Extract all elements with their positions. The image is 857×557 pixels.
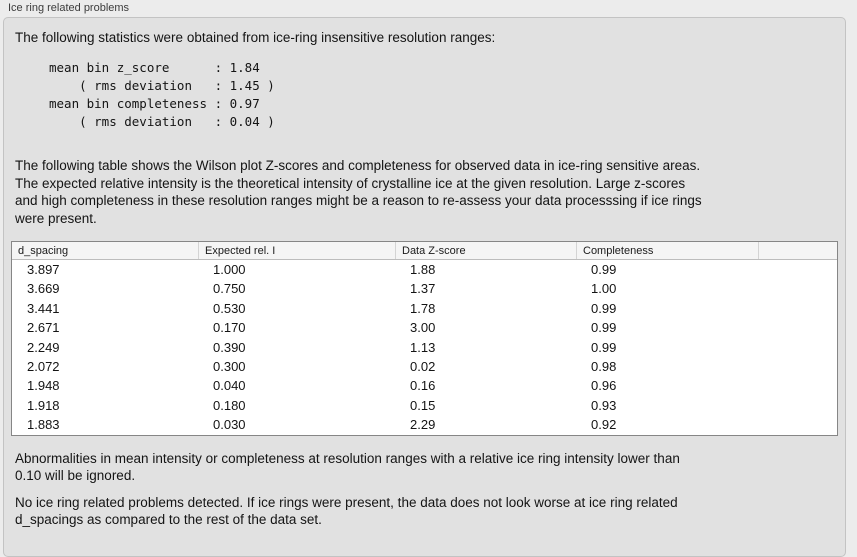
cell-completeness: 0.99: [591, 320, 617, 336]
ice-ring-table: d_spacing Expected rel. I Data Z-score C…: [11, 241, 838, 436]
cell-d-spacing: 3.669: [27, 281, 60, 297]
table-header-row: d_spacing Expected rel. I Data Z-score C…: [12, 242, 837, 260]
cell-completeness: 0.99: [591, 262, 617, 277]
cell-data-z-score: 0.02: [410, 358, 436, 374]
stat-zscore-rms-deviation: ( rms deviation : 1.45 ): [49, 78, 275, 93]
table-row[interactable]: 3.669 0.750 1.37 1.00: [12, 279, 837, 298]
cell-completeness: 0.99: [591, 300, 617, 316]
column-header-completeness[interactable]: Completeness: [576, 242, 758, 259]
cell-expected-rel-i: 1.000: [213, 262, 246, 277]
cell-completeness: 0.98: [591, 358, 617, 374]
cell-d-spacing: 1.948: [27, 378, 60, 394]
table-description-text: The following table shows the Wilson plo…: [15, 158, 702, 226]
table-row[interactable]: 1.918 0.180 0.15 0.93: [12, 396, 837, 415]
cell-expected-rel-i: 0.040: [213, 378, 246, 394]
cell-data-z-score: 1.88: [410, 262, 436, 277]
cell-data-z-score: 2.29: [410, 417, 436, 433]
cell-d-spacing: 3.897: [27, 262, 60, 277]
stat-mean-bin-z-score: mean bin z_score : 1.84: [49, 60, 260, 75]
stats-block: mean bin z_score : 1.84 ( rms deviation …: [49, 59, 845, 131]
table-row[interactable]: 3.441 0.530 1.78 0.99: [12, 299, 837, 318]
cell-empty: [758, 299, 837, 318]
column-header-d-spacing[interactable]: d_spacing: [18, 245, 69, 257]
cell-expected-rel-i: 0.030: [213, 417, 246, 433]
cell-completeness: 1.00: [591, 281, 617, 297]
ice-ring-group-box: The following statistics were obtained f…: [3, 17, 846, 557]
cell-empty: [758, 396, 837, 415]
cell-empty: [758, 357, 837, 376]
cell-empty: [758, 338, 837, 357]
cell-expected-rel-i: 0.180: [213, 397, 246, 413]
cell-completeness: 0.92: [591, 417, 617, 433]
cell-expected-rel-i: 0.300: [213, 358, 246, 374]
cell-data-z-score: 3.00: [410, 320, 436, 336]
cell-data-z-score: 1.13: [410, 339, 436, 355]
cell-expected-rel-i: 0.750: [213, 281, 246, 297]
cell-data-z-score: 1.37: [410, 281, 436, 297]
cell-data-z-score: 0.16: [410, 378, 436, 394]
cell-expected-rel-i: 0.170: [213, 320, 246, 336]
cell-d-spacing: 2.249: [27, 339, 60, 355]
table-row[interactable]: 2.072 0.300 0.02 0.98: [12, 357, 837, 376]
column-header-empty[interactable]: [758, 242, 837, 259]
cell-empty: [758, 318, 837, 337]
column-header-expected-rel-i[interactable]: Expected rel. I: [198, 242, 395, 259]
cell-d-spacing: 1.883: [27, 417, 60, 433]
cell-data-z-score: 0.15: [410, 397, 436, 413]
table-row[interactable]: 2.249 0.390 1.13 0.99: [12, 338, 837, 357]
cell-expected-rel-i: 0.390: [213, 339, 246, 355]
table-row[interactable]: 1.883 0.030 2.29 0.92: [12, 415, 837, 434]
cell-data-z-score: 1.78: [410, 300, 436, 316]
cell-expected-rel-i: 0.530: [213, 300, 246, 316]
cell-empty: [758, 260, 837, 279]
cell-d-spacing: 2.671: [27, 320, 60, 336]
stat-completeness-rms-deviation: ( rms deviation : 0.04 ): [49, 114, 275, 129]
table-row[interactable]: 1.948 0.040 0.16 0.96: [12, 376, 837, 395]
cell-completeness: 0.93: [591, 397, 617, 413]
cell-d-spacing: 3.441: [27, 300, 60, 316]
cell-empty: [758, 415, 837, 434]
intro-text: The following statistics were obtained f…: [15, 30, 496, 45]
table-row[interactable]: 2.671 0.170 3.00 0.99: [12, 318, 837, 337]
ignore-threshold-note: Abnormalities in mean intensity or compl…: [15, 450, 680, 484]
cell-d-spacing: 2.072: [27, 358, 60, 374]
cell-empty: [758, 376, 837, 395]
cell-d-spacing: 1.918: [27, 397, 60, 413]
table-row[interactable]: 3.897 1.000 1.88 0.99: [12, 260, 837, 279]
cell-empty: [758, 279, 837, 298]
column-header-data-z-score[interactable]: Data Z-score: [395, 242, 576, 259]
conclusion-text: No ice ring related problems detected. I…: [15, 494, 678, 528]
panel-title: Ice ring related problems: [8, 2, 130, 14]
cell-completeness: 0.96: [591, 378, 617, 394]
cell-completeness: 0.99: [591, 339, 617, 355]
stat-mean-bin-completeness: mean bin completeness : 0.97: [49, 96, 260, 111]
